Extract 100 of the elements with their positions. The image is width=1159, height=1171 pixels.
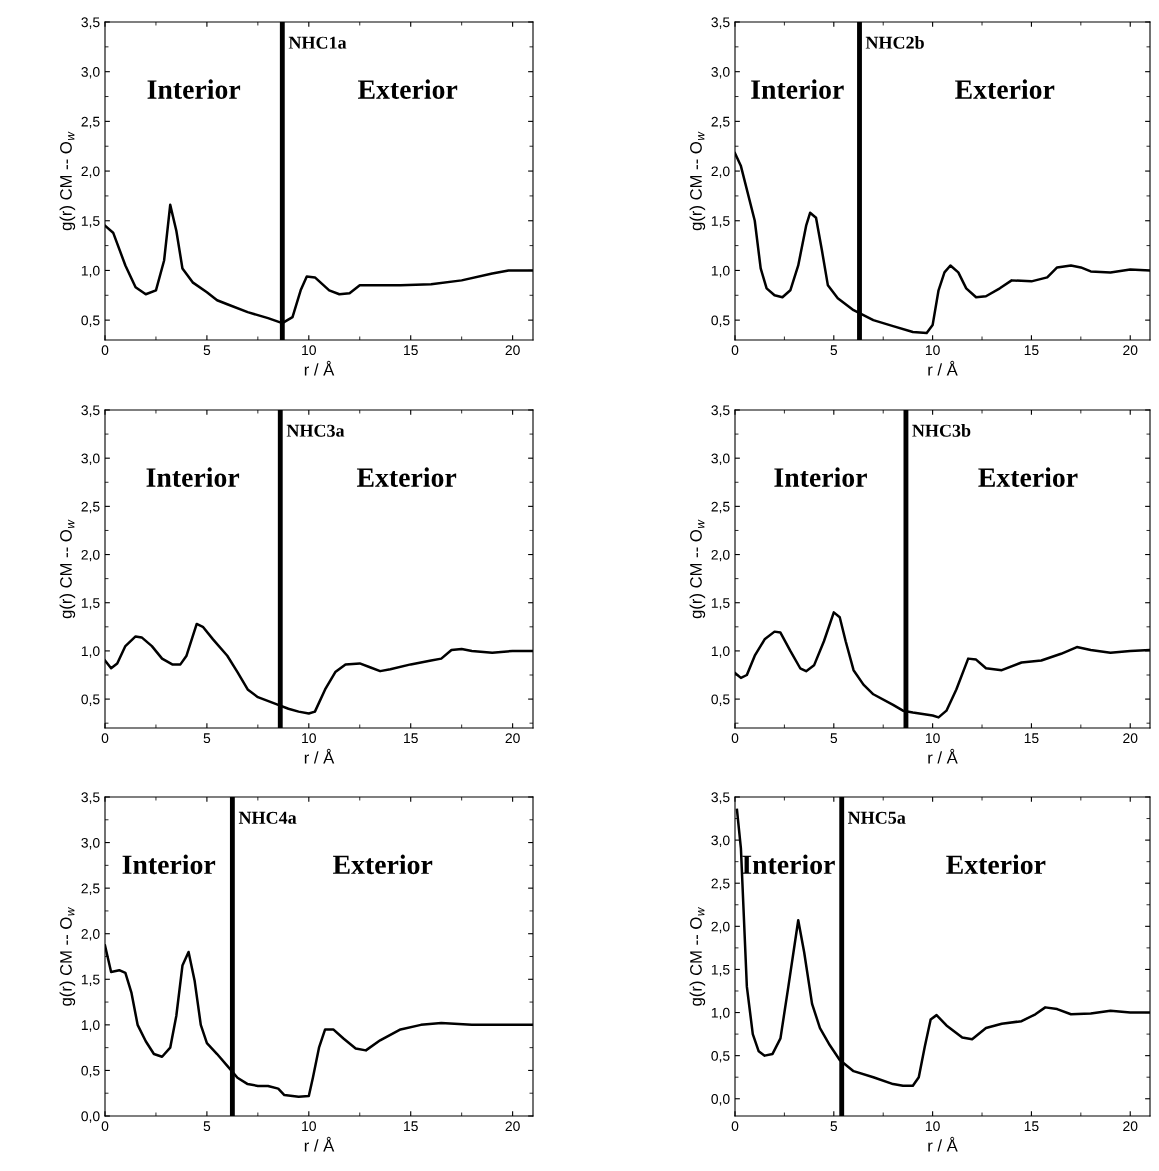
- x-tick-label: 0: [101, 733, 109, 744]
- y-axis-title: g(r) CM -- O$_{w}$: [59, 906, 76, 1006]
- text: NHC3a: [286, 424, 345, 437]
- y-tick-label: 0,0: [711, 1094, 730, 1106]
- y-tick-label: 1,5: [81, 974, 100, 987]
- y-tick-label: 2,5: [711, 878, 730, 891]
- y-tick-label: 1,0: [711, 646, 730, 658]
- x-tick-label: 15: [404, 345, 418, 356]
- y-axis-title: g(r) CM -- O$_{w}$: [689, 519, 706, 619]
- y-tick-label: 2,0: [81, 549, 100, 562]
- y-tick-label: 3,0: [711, 453, 730, 465]
- y-tick-label: 2,5: [81, 116, 100, 129]
- y-tick-label: 3,5: [81, 792, 100, 804]
- y-tick-label: 3,0: [81, 67, 100, 79]
- y-tick-label: 3,0: [81, 453, 100, 465]
- annotation: Exterior: [946, 854, 1046, 875]
- y-tick-label: 3,0: [711, 835, 730, 847]
- annotation: Interior: [146, 467, 240, 487]
- y-tick-label: 2,5: [711, 501, 730, 514]
- x-tick-label: 20: [1123, 733, 1138, 744]
- x-tick-label: 15: [1024, 733, 1039, 744]
- y-tick-label: 1,5: [81, 216, 100, 228]
- x-tick-label: 15: [404, 733, 418, 744]
- x-tick-label: 0: [731, 345, 739, 356]
- y-tick-label: 2,5: [711, 116, 730, 129]
- y-tick-label: 1,5: [81, 598, 100, 610]
- x-tick-label: 5: [830, 1121, 838, 1132]
- y-tick-label: 1,0: [81, 646, 100, 658]
- y-tick-label: 1,5: [711, 964, 730, 977]
- annotation: Exterior: [978, 467, 1078, 487]
- y-axis-title: g(r) CM -- O$_{w}$: [59, 131, 76, 231]
- x-tick-label: 5: [203, 733, 211, 744]
- y-tick-label: 1,5: [711, 216, 730, 228]
- x-axis-title: r / Å: [928, 1136, 958, 1152]
- x-tick-label: 20: [1123, 345, 1138, 356]
- text: NHC5a: [847, 811, 906, 824]
- y-tick-label: 3,0: [711, 67, 730, 79]
- x-tick-label: 20: [1123, 1121, 1138, 1132]
- y-tick-label: 0,5: [711, 1050, 730, 1063]
- x-tick-label: 0: [731, 733, 739, 744]
- y-axis-title: g(r) CM -- O$_{w}$: [689, 906, 706, 1006]
- text: NHC4a: [238, 811, 297, 824]
- x-tick-label: 15: [1024, 345, 1039, 356]
- x-tick-label: 10: [925, 345, 940, 356]
- y-tick-label: 0,5: [81, 315, 100, 327]
- y-tick-label: 1,5: [711, 598, 730, 610]
- x-tick-label: 10: [925, 733, 940, 744]
- y-tick-label: 0,5: [711, 694, 730, 706]
- y-tick-label: 1,0: [81, 1020, 100, 1032]
- x-tick-label: 20: [505, 1121, 520, 1132]
- x-tick-label: 0: [731, 1121, 739, 1132]
- x-tick-label: 5: [203, 1121, 211, 1132]
- y-tick-label: 2,0: [81, 166, 100, 178]
- y-tick-label: 3,5: [711, 405, 730, 417]
- x-tick-label: 15: [1024, 1121, 1039, 1132]
- annotation: Interior: [774, 467, 867, 487]
- x-axis-title: r / Å: [304, 360, 335, 376]
- y-tick-label: 3,5: [81, 17, 100, 29]
- x-axis-title: r / Å: [928, 360, 958, 376]
- y-tick-label: 0,5: [711, 315, 730, 327]
- x-axis-title: r / Å: [304, 748, 335, 764]
- y-tick-label: 1,0: [711, 265, 730, 278]
- x-tick-label: 10: [302, 733, 316, 744]
- y-tick-label: 2,5: [81, 883, 100, 895]
- x-tick-label: 10: [302, 345, 316, 356]
- y-tick-label: 3,5: [711, 17, 730, 29]
- y-tick-label: 2,0: [711, 921, 730, 934]
- x-tick-label: 20: [505, 733, 520, 744]
- y-tick-label: 0,5: [81, 694, 100, 706]
- y-tick-label: 2,0: [81, 929, 100, 941]
- y-tick-label: 3,5: [711, 792, 730, 804]
- y-tick-label: 2,0: [711, 166, 730, 178]
- x-tick-label: 15: [404, 1121, 418, 1132]
- x-tick-label: 10: [925, 1121, 940, 1132]
- text: NHC1a: [288, 36, 347, 49]
- x-axis-title: r / Å: [304, 1136, 335, 1152]
- y-tick-label: 3,5: [81, 405, 100, 417]
- y-tick-label: 1,0: [711, 1007, 730, 1020]
- text: NHC2b: [865, 36, 924, 49]
- y-tick-label: 2,5: [81, 501, 100, 514]
- x-tick-label: 5: [203, 345, 211, 356]
- annotation: Interior: [147, 79, 241, 99]
- y-tick-label: 3,0: [81, 837, 100, 850]
- annotation: Interior: [751, 79, 844, 99]
- y-tick-label: 1,0: [81, 265, 100, 278]
- annotation: Exterior: [955, 79, 1055, 99]
- annotation: Exterior: [333, 854, 433, 875]
- x-tick-label: 10: [302, 1121, 316, 1132]
- y-tick-label: 0,0: [81, 1111, 100, 1123]
- y-axis-title: g(r) CM -- O$_{w}$: [689, 131, 706, 231]
- x-axis-title: r / Å: [928, 748, 958, 764]
- x-tick-label: 20: [505, 345, 520, 356]
- x-tick-label: 0: [101, 1121, 109, 1132]
- y-tick-label: 2,0: [711, 549, 730, 562]
- x-tick-label: 5: [830, 733, 838, 744]
- x-tick-label: 5: [830, 345, 838, 356]
- annotation: Exterior: [356, 467, 457, 487]
- y-axis-title: g(r) CM -- O$_{w}$: [59, 519, 76, 619]
- annotation: Interior: [122, 854, 216, 875]
- text: NHC3b: [912, 424, 971, 437]
